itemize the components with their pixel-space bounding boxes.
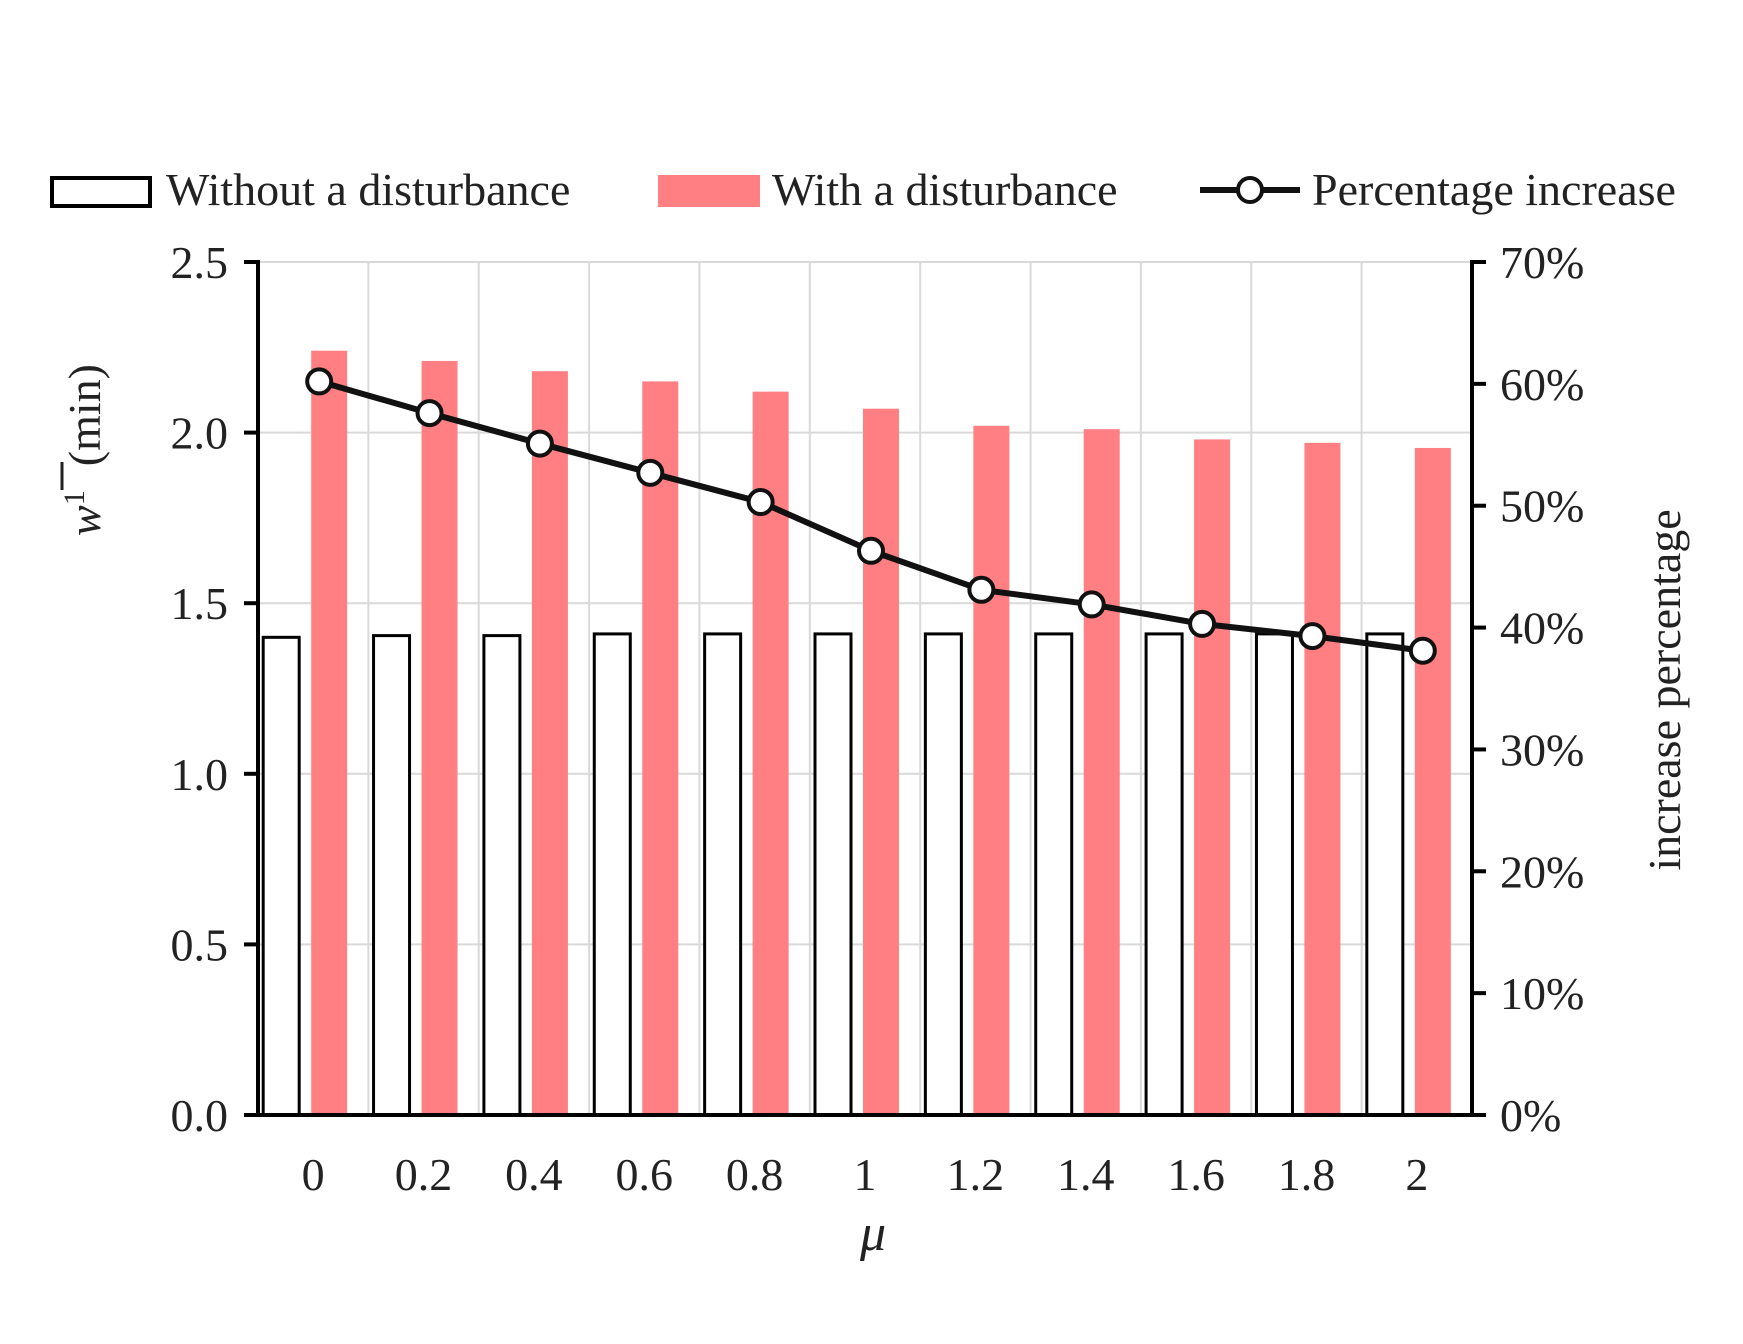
bar-with-disturbance — [1414, 447, 1451, 1116]
percentage-point — [1188, 609, 1217, 638]
right-tick-label: 20% — [1500, 846, 1584, 897]
percentage-point — [525, 429, 554, 458]
x-tick-label: 0 — [302, 1149, 325, 1200]
axis-layer — [244, 260, 1486, 1117]
left-tick-label: 2.0 — [171, 408, 229, 459]
right-tick-label: 50% — [1500, 481, 1584, 532]
x-tick-label: 0.4 — [505, 1149, 563, 1200]
bar-with-disturbance — [863, 408, 899, 1115]
bar-with-disturbance — [642, 381, 679, 1115]
bar-without-disturbance — [1144, 632, 1184, 1117]
bar-without-disturbance — [1254, 632, 1294, 1117]
bar-without-disturbance — [592, 632, 632, 1117]
percentage-point — [636, 458, 665, 487]
bar-without-disturbance — [1034, 632, 1074, 1117]
x-tick-label: 0.8 — [726, 1149, 784, 1200]
right-tick-label: 40% — [1500, 603, 1584, 654]
bar-with-disturbance — [1194, 439, 1231, 1115]
legend-label-without: Without a disturbance — [166, 164, 570, 215]
bar-with-disturbance — [1083, 429, 1120, 1115]
line-layer — [305, 367, 1437, 665]
legend-label-with: With a disturbance — [772, 164, 1118, 215]
bar-without-disturbance — [813, 632, 853, 1117]
legend-swatch-percentage-marker — [1236, 176, 1264, 204]
right-axis-title: increase percentage — [1639, 509, 1690, 870]
x-tick-label: 1 — [854, 1149, 877, 1200]
right-tick-label: 70% — [1500, 237, 1584, 288]
percentage-point — [857, 536, 885, 565]
left-tick-label: 0.0 — [171, 1090, 229, 1141]
percentage-point — [967, 575, 996, 604]
x-tick-label: 1.2 — [947, 1149, 1005, 1200]
x-tick-label: 0.2 — [395, 1149, 453, 1200]
x-tick-label: 2 — [1405, 1149, 1428, 1200]
bar-layer — [261, 350, 1451, 1117]
legend: Without a disturbance With a disturbance P… — [50, 164, 1676, 215]
left-tick-label: 2.5 — [171, 237, 229, 288]
bar-with-disturbance — [1304, 442, 1341, 1115]
right-tick-label: 30% — [1500, 724, 1584, 775]
percentage-point — [746, 488, 775, 517]
bar-without-disturbance — [482, 634, 522, 1117]
percentage-point — [1077, 590, 1106, 619]
legend-label-percentage: Percentage increase — [1312, 164, 1676, 215]
tick-label-layer: 0.0 0.5 1.0 1.5 2.0 2.5 0% 10% 20% 30% 40% 50% 60% 70… — [171, 237, 1585, 1200]
left-tick-label: 0.5 — [171, 919, 229, 970]
left-axis-title: w1(min) — [58, 364, 110, 536]
bar-without-disturbance — [1365, 632, 1405, 1117]
bar-without-disturbance — [372, 634, 412, 1117]
percentage-point — [305, 367, 334, 396]
x-tick-label: 0.6 — [616, 1149, 674, 1200]
bar-without-disturbance — [703, 632, 743, 1117]
percentage-point — [1298, 622, 1327, 651]
bar-with-disturbance — [421, 360, 458, 1115]
x-tick-label: 1.8 — [1278, 1149, 1336, 1200]
legend-swatch-with — [658, 175, 760, 207]
bar-without-disturbance — [923, 632, 963, 1117]
axis-titles: w1(min) increase percentage μ — [58, 364, 1690, 1262]
grid-layer — [258, 261, 1472, 1115]
percentage-point — [415, 399, 444, 428]
right-tick-label: 0% — [1500, 1090, 1561, 1141]
bar-with-disturbance — [311, 350, 348, 1115]
right-tick-label: 10% — [1500, 968, 1584, 1019]
left-tick-label: 1.0 — [171, 749, 229, 800]
bar-with-disturbance — [973, 425, 1010, 1115]
bar-without-disturbance — [261, 635, 301, 1117]
x-axis-title: μ — [859, 1205, 886, 1262]
bar-with-disturbance — [531, 371, 568, 1116]
x-tick-label: 1.6 — [1167, 1149, 1225, 1200]
left-tick-label: 1.5 — [171, 578, 229, 629]
legend-swatch-without — [50, 176, 152, 208]
percentage-point — [1408, 636, 1437, 665]
x-tick-label: 1.4 — [1057, 1149, 1115, 1200]
right-tick-label: 60% — [1500, 359, 1584, 410]
